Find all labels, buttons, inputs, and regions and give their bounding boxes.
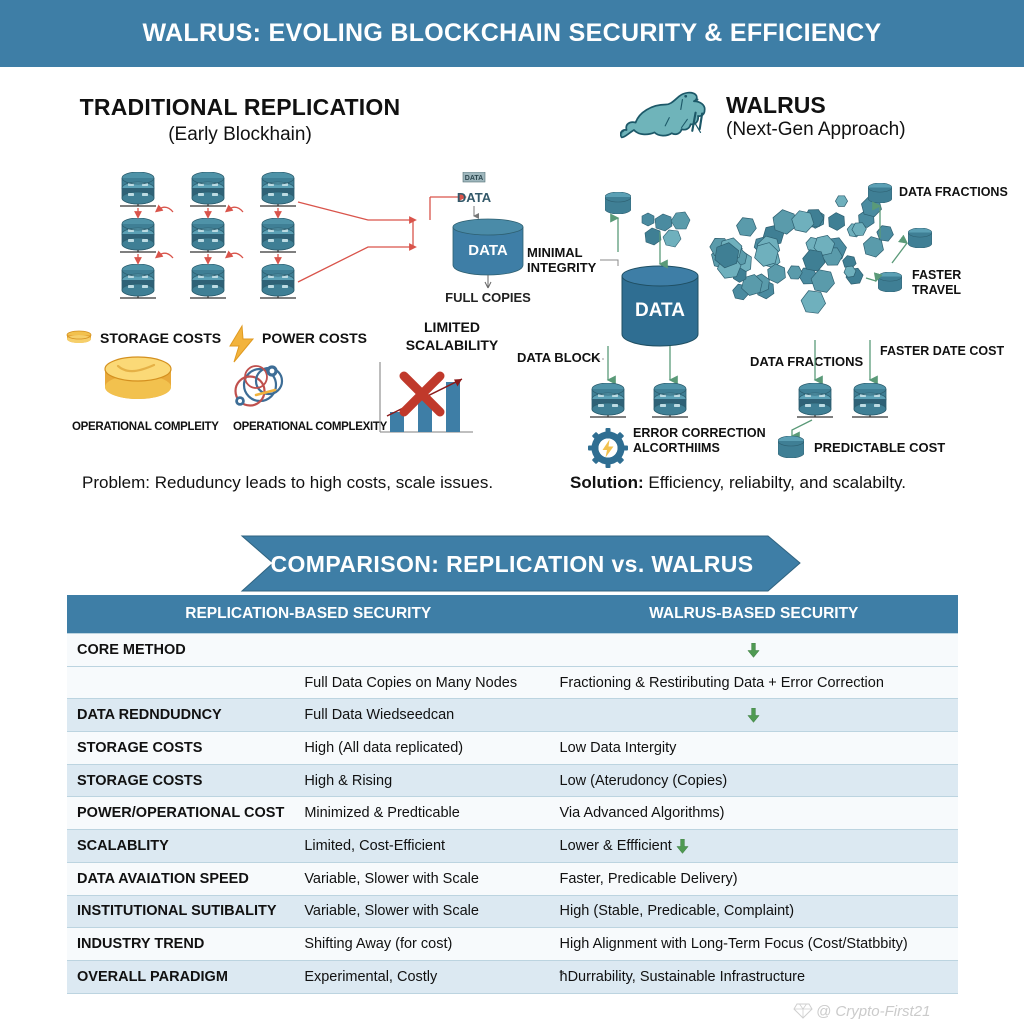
svg-text:SCALABILITY: SCALABILITY [406, 337, 499, 353]
svg-text:OPERATIONAL COMPLEITY: OPERATIONAL COMPLEITY [72, 421, 219, 433]
svg-text:STORAGE COSTS: STORAGE COSTS [100, 330, 221, 346]
svg-text:Solution: Efficiency, reliabil: Solution: Efficiency, reliabilty, and sc… [570, 473, 906, 492]
svg-text:POWER COSTS: POWER COSTS [262, 330, 367, 346]
svg-text:LIMITED: LIMITED [424, 319, 480, 335]
svg-text:OPERATIONAL COMPLEXITY: OPERATIONAL COMPLEXITY [233, 421, 388, 433]
svg-text:COMPARISON: REPLICATION vs. WA: COMPARISON: REPLICATION vs. WALRUS [271, 551, 754, 577]
svg-text:Problem: Reduduncy leads to hi: Problem: Reduduncy leads to high costs, … [82, 473, 493, 492]
